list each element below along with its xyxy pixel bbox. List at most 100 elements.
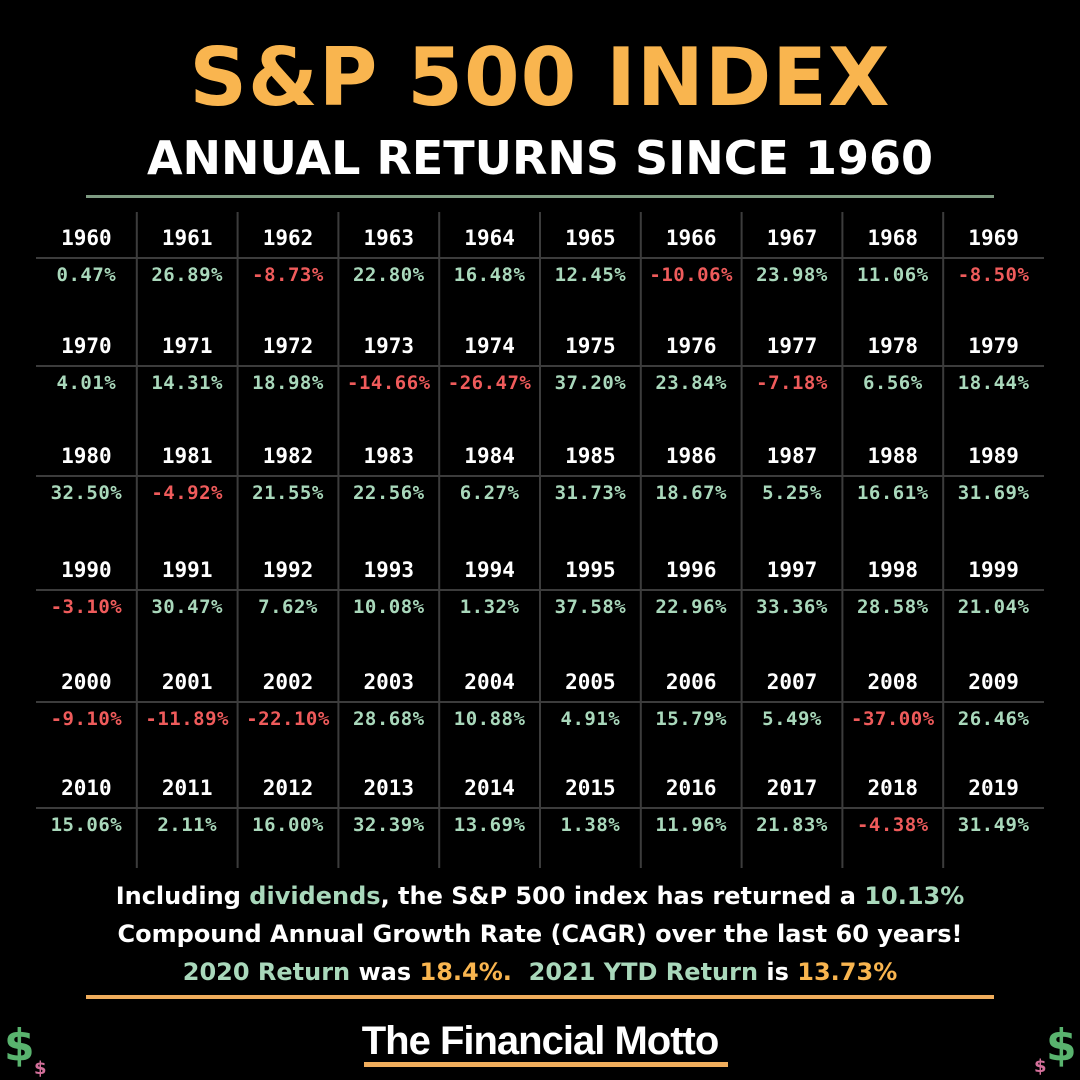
year-label: 1962 — [262, 226, 314, 250]
return-value: -7.18% — [756, 372, 828, 394]
year-label: 1967 — [766, 226, 818, 250]
return-value: -37.00% — [851, 708, 935, 730]
year-label: 1989 — [968, 444, 1019, 468]
dollar-small-icon: $ — [34, 1058, 47, 1079]
return-value: 22.80% — [352, 264, 425, 286]
year-label: 1977 — [766, 334, 818, 358]
year-label: 1976 — [665, 334, 717, 358]
return-value: 10.88% — [453, 708, 526, 730]
return-value: -8.50% — [957, 264, 1030, 286]
return-value: 18.44% — [957, 372, 1030, 394]
return-value: 1.38% — [560, 814, 621, 836]
return-value: 31.69% — [957, 482, 1030, 504]
return-value: 32.39% — [352, 814, 425, 836]
return-2021-value: 13.73% — [797, 958, 898, 986]
summary-text-1c: , the S&P 500 index has returned a — [380, 882, 865, 910]
return-value: 18.98% — [252, 372, 324, 394]
brand-underline — [364, 1062, 728, 1067]
summary-text-1a: Including — [115, 882, 250, 910]
year-label: 2004 — [464, 670, 515, 694]
year-label: 2012 — [262, 776, 314, 800]
summary-text: Including dividends, the S&P 500 index h… — [0, 877, 1080, 991]
return-value: 21.83% — [756, 814, 828, 836]
year-label: 2009 — [968, 670, 1019, 694]
return-value: 37.20% — [554, 372, 627, 394]
year-label: 1993 — [363, 558, 415, 582]
year-label: 1981 — [161, 444, 213, 468]
year-label: 1991 — [161, 558, 213, 582]
return-value: 6.56% — [862, 372, 923, 394]
year-label: 2015 — [565, 776, 616, 800]
return-value: -14.66% — [347, 372, 431, 394]
year-label: 2017 — [766, 776, 818, 800]
return-value: 33.36% — [756, 596, 828, 618]
return-value: 1.32% — [459, 596, 520, 618]
year-label: 1992 — [262, 558, 314, 582]
return-value: 31.49% — [957, 814, 1030, 836]
year-label: 1999 — [968, 558, 1019, 582]
return-value: 14.31% — [151, 372, 223, 394]
dollar-icon: $ — [4, 1020, 35, 1071]
return-value: 2.11% — [157, 814, 218, 836]
return-value: -26.47% — [447, 372, 532, 394]
return-value: 23.84% — [655, 372, 727, 394]
year-label: 1995 — [565, 558, 616, 582]
year-label: 2019 — [968, 776, 1019, 800]
return-value: 4.01% — [56, 372, 117, 394]
return-value: -11.89% — [145, 708, 229, 730]
return-2021-label: 2021 YTD Return — [528, 958, 759, 986]
return-value: 32.50% — [50, 482, 123, 504]
return-value: 21.55% — [252, 482, 324, 504]
return-value: 22.56% — [352, 482, 425, 504]
cagr-value: 10.13% — [864, 882, 965, 910]
year-label: 2018 — [867, 776, 919, 800]
year-label: 1965 — [565, 226, 616, 250]
return-value: 11.96% — [655, 814, 727, 836]
return-value: 28.58% — [856, 596, 929, 618]
year-label: 2003 — [363, 670, 415, 694]
return-value: 11.06% — [856, 264, 929, 286]
year-label: 2016 — [665, 776, 717, 800]
return-value: 37.58% — [554, 596, 627, 618]
year-label: 2010 — [61, 776, 112, 800]
year-label: 1964 — [464, 226, 515, 250]
return-value: 5.25% — [762, 482, 822, 504]
year-label: 1969 — [968, 226, 1019, 250]
return-value: 4.91% — [560, 708, 621, 730]
return-value: 22.96% — [655, 596, 727, 618]
return-2020-label: 2020 Return — [182, 958, 351, 986]
year-label: 1988 — [867, 444, 919, 468]
year-label: 1973 — [363, 334, 415, 358]
return-value: 30.47% — [151, 596, 223, 618]
return-value: -10.06% — [649, 264, 733, 286]
year-label: 2006 — [665, 670, 717, 694]
return-value: 26.46% — [957, 708, 1030, 730]
year-label: 2007 — [766, 670, 818, 694]
year-label: 1983 — [363, 444, 415, 468]
year-label: 1978 — [867, 334, 919, 358]
summary-text-3b: was — [350, 958, 420, 986]
summary-text-3e: is — [758, 958, 798, 986]
return-value: 18.67% — [655, 482, 727, 504]
year-label: 2005 — [565, 670, 616, 694]
year-label: 1961 — [161, 226, 213, 250]
return-value: 16.61% — [856, 482, 929, 504]
year-label: 2011 — [161, 776, 213, 800]
return-value: -8.73% — [252, 264, 324, 286]
year-label: 1990 — [61, 558, 112, 582]
year-label: 1994 — [464, 558, 515, 582]
year-label: 2000 — [61, 670, 112, 694]
year-label: 1984 — [464, 444, 515, 468]
year-label: 1968 — [867, 226, 919, 250]
year-label: 1987 — [766, 444, 818, 468]
year-label: 1972 — [262, 334, 314, 358]
return-value: -4.38% — [856, 814, 929, 836]
page-subtitle: ANNUAL RETURNS SINCE 1960 — [146, 131, 934, 185]
year-label: 1971 — [161, 334, 213, 358]
year-label: 1974 — [464, 334, 515, 358]
footer-divider — [86, 995, 994, 999]
return-value: 0.47% — [56, 264, 117, 286]
return-value: 5.49% — [762, 708, 822, 730]
year-label: 1998 — [867, 558, 919, 582]
